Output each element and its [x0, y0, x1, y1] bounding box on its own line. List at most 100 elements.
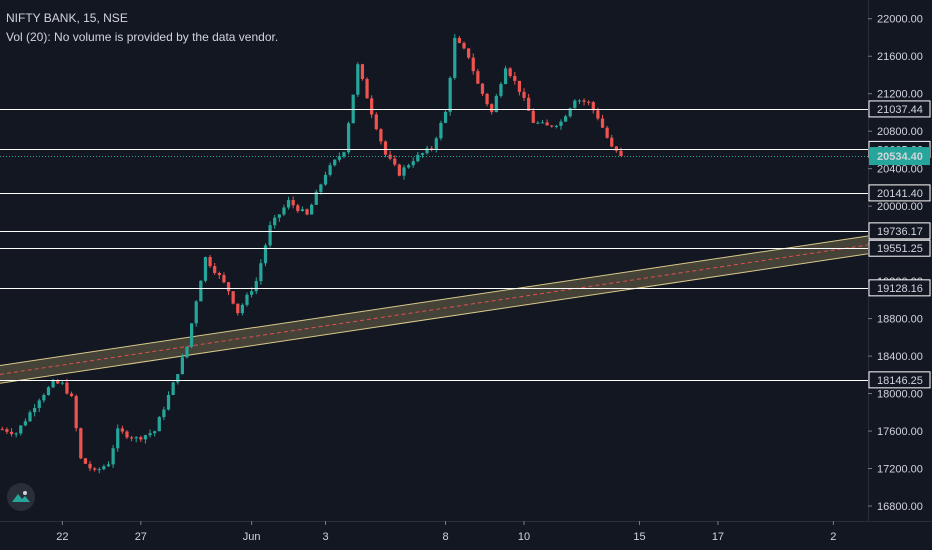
candle-body: [5, 429, 9, 432]
candle-body: [591, 102, 595, 111]
candle-body: [83, 458, 88, 464]
candle-body: [485, 93, 489, 105]
price-tick-label: 20800.00: [877, 126, 923, 138]
candle-body: [153, 431, 157, 434]
price-axis-background: [868, 0, 932, 550]
level-price-badge[interactable]: [868, 279, 931, 297]
candle-body: [462, 42, 466, 49]
level-price-badge[interactable]: [868, 239, 931, 257]
candle-body: [402, 167, 406, 176]
candle-body: [37, 400, 41, 408]
candle-body: [199, 280, 203, 302]
candle-body: [346, 123, 351, 153]
candle-body: [166, 395, 171, 410]
candle-body: [129, 437, 134, 439]
candle-body: [23, 421, 28, 426]
candle-body: [573, 100, 577, 109]
level-price-badge[interactable]: [868, 371, 931, 389]
time-tick-label: 3: [322, 531, 328, 543]
candle-body: [102, 466, 106, 470]
chart-legend: NIFTY BANK, 15, NSE Vol (20): No volume …: [6, 9, 278, 47]
channel-upper-line[interactable]: [0, 235, 871, 366]
time-tick-label: 15: [633, 531, 645, 543]
candle-body: [162, 409, 166, 418]
candle-body: [517, 80, 522, 92]
candle-body: [393, 158, 397, 165]
candle-body: [97, 469, 101, 471]
candle-body: [79, 428, 83, 459]
candle-body: [208, 256, 212, 267]
candle-body: [19, 425, 23, 434]
candle-body: [471, 57, 475, 72]
candle-body: [614, 146, 618, 151]
volume-legend: Vol (20): No volume is provided by the d…: [6, 30, 279, 44]
candle-body: [559, 121, 563, 126]
price-axis[interactable]: 16800.00 17200.00 17600.00 18000.00 18400.00…: [868, 0, 932, 550]
candle-body: [545, 122, 549, 126]
price-tick-label: 18000.00: [877, 389, 923, 401]
candle-body: [328, 165, 332, 175]
candle-body: [300, 209, 305, 212]
candle-body: [457, 37, 462, 43]
candle-body: [65, 382, 69, 394]
candle-body: [577, 100, 582, 102]
candle-body: [148, 433, 152, 436]
candle-body: [490, 104, 494, 113]
candle-body: [139, 437, 143, 440]
candle-body: [185, 346, 189, 358]
channel-lower-line[interactable]: [0, 252, 871, 384]
candle-body: [28, 412, 32, 422]
candle-body: [351, 94, 355, 124]
level-price-label: 21037.44: [877, 104, 923, 116]
candle-body: [568, 108, 572, 117]
candle-body: [250, 291, 254, 295]
candle-body: [236, 303, 240, 314]
price-tick-label: 21200.00: [877, 89, 923, 101]
candle-body: [596, 110, 600, 119]
candle-body: [0, 429, 4, 431]
candle-body: [323, 174, 328, 185]
candle-body: [397, 164, 401, 176]
level-price-badge[interactable]: [868, 100, 931, 118]
level-price-label: 19551.25: [877, 243, 923, 255]
level-price-badge[interactable]: [868, 184, 931, 202]
symbol-title[interactable]: NIFTY BANK, 15, NSE: [6, 11, 128, 25]
candle-body: [383, 141, 388, 155]
time-tick-label: 10: [518, 531, 530, 543]
price-tick-label: 20400.00: [877, 164, 923, 176]
candle-body: [430, 148, 434, 150]
candle-body: [88, 463, 92, 469]
candle-body: [448, 77, 452, 112]
horizontal-levels[interactable]: [0, 109, 868, 381]
tradingview-logo-icon[interactable]: [7, 483, 35, 511]
level-price-label: 19736.17: [877, 226, 923, 238]
candle-body: [439, 122, 443, 139]
time-axis[interactable]: 22 27 Jun 3 8 10 15 17 2: [0, 521, 932, 550]
candle-body: [480, 83, 485, 94]
price-tick-label: 22000.00: [877, 14, 923, 26]
price-tick-label: 17600.00: [877, 426, 923, 438]
candle-body: [116, 428, 120, 449]
candle-body: [499, 84, 503, 96]
candle-body: [370, 98, 374, 115]
candle-body: [319, 184, 323, 192]
candle-body: [550, 125, 554, 127]
candle-body: [277, 214, 281, 218]
price-tick-label: 18400.00: [877, 351, 923, 363]
level-price-badge[interactable]: [868, 222, 931, 240]
parallel-channel[interactable]: [0, 235, 871, 384]
candle-body: [531, 110, 535, 123]
level-price-label: 18146.25: [877, 375, 923, 387]
time-axis-background: [0, 521, 932, 550]
candle-body: [120, 428, 124, 432]
candle-body: [157, 417, 161, 432]
time-tick-label: 2: [830, 531, 836, 543]
candle-body: [513, 76, 517, 81]
candle-body: [536, 122, 540, 124]
last-price-badge[interactable]: [869, 147, 930, 166]
candle-body: [434, 138, 438, 149]
candle-body: [240, 304, 245, 314]
candle-body: [106, 464, 111, 467]
candle-body: [605, 127, 609, 138]
